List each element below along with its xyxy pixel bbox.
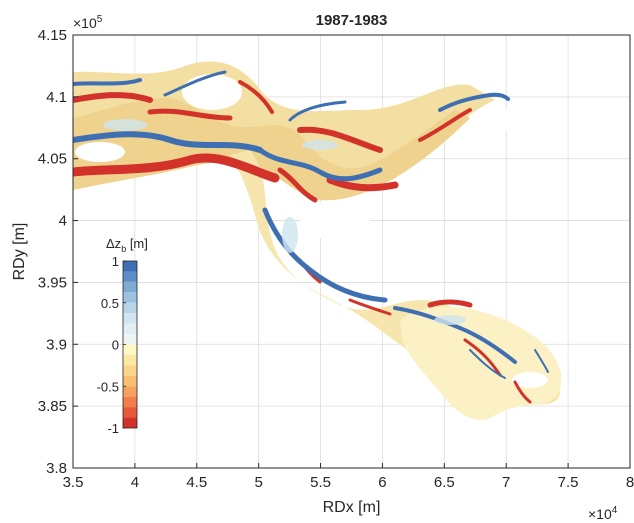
colorbar-tick-label: -0.5 xyxy=(97,379,119,394)
colorbar-band xyxy=(123,396,137,408)
x-tick-label: 3.5 xyxy=(63,474,84,491)
bed-level-change-field xyxy=(73,61,562,420)
colorbar-ticks: 1 0.5 0 -0.5 -1 xyxy=(97,254,126,436)
colorbar-band xyxy=(123,344,137,355)
colorbar-band xyxy=(123,292,137,303)
y-tick-label: 3.95 xyxy=(38,274,67,291)
colorbar-tick-label: 0 xyxy=(112,338,119,353)
x-tick-label: 7.5 xyxy=(558,474,579,491)
colorbar-band xyxy=(123,261,137,272)
y-tick-label: 3.9 xyxy=(46,336,67,353)
chart-title: 1987-1983 xyxy=(316,12,388,29)
colorbar-band xyxy=(123,375,137,387)
x-tick-label: 4.5 xyxy=(186,474,207,491)
y-axis: 3.8 3.85 3.9 3.95 4 4.05 4.1 4.15 xyxy=(38,27,78,477)
x-tick-label: 8 xyxy=(626,474,634,491)
y-exponent-label: ×105 xyxy=(73,14,103,31)
colorbar-band xyxy=(123,313,137,324)
x-tick-label: 5 xyxy=(254,474,262,491)
y-tick-label: 4 xyxy=(59,213,67,230)
y-tick-label: 4.15 xyxy=(38,27,67,44)
colorbar-band xyxy=(123,302,137,314)
colorbar-bands xyxy=(123,261,137,428)
colorbar-label: Δzb [m] xyxy=(106,236,148,254)
x-exponent-label: ×104 xyxy=(588,505,618,522)
x-axis-label: RDx [m] xyxy=(323,499,381,516)
x-tick-label: 7 xyxy=(502,474,510,491)
colorbar: Δzb [m] 1 0.5 0 -0.5 -1 xyxy=(97,236,148,436)
colorbar-band xyxy=(123,386,137,397)
colorbar-band xyxy=(123,417,137,428)
island xyxy=(512,372,548,388)
x-axis: 3.5 4 4.5 5 5.5 6 6.5 7 7.5 8 xyxy=(63,463,634,491)
colorbar-band xyxy=(123,271,137,282)
colorbar-band xyxy=(123,407,137,418)
erosion-streaks xyxy=(73,80,532,404)
y-tick-label: 4.05 xyxy=(38,151,67,168)
colorbar-band xyxy=(123,281,137,293)
deposition-streaks xyxy=(73,70,549,379)
y-tick-label: 3.8 xyxy=(46,460,67,477)
axes-box xyxy=(72,34,631,469)
island xyxy=(477,106,513,134)
y-axis-label: RDy [m] xyxy=(11,223,28,281)
colorbar-tick-label: 0.5 xyxy=(101,296,119,311)
y-tick-label: 3.85 xyxy=(38,398,67,415)
island xyxy=(75,142,125,162)
colorbar-band xyxy=(123,354,137,366)
colorbar-band xyxy=(123,334,137,345)
x-tick-label: 6 xyxy=(378,474,386,491)
y-tick-label: 4.1 xyxy=(46,89,67,106)
x-tick-label: 6.5 xyxy=(434,474,455,491)
island xyxy=(300,200,370,240)
x-tick-label: 4 xyxy=(131,474,139,491)
colorbar-tick-label: -1 xyxy=(107,421,119,436)
island xyxy=(182,74,242,110)
colorbar-band xyxy=(123,323,137,335)
neutral-patches xyxy=(103,119,466,325)
colorbar-tick-label: 1 xyxy=(112,254,119,269)
colorbar-band xyxy=(123,365,137,376)
x-tick-label: 5.5 xyxy=(310,474,331,491)
